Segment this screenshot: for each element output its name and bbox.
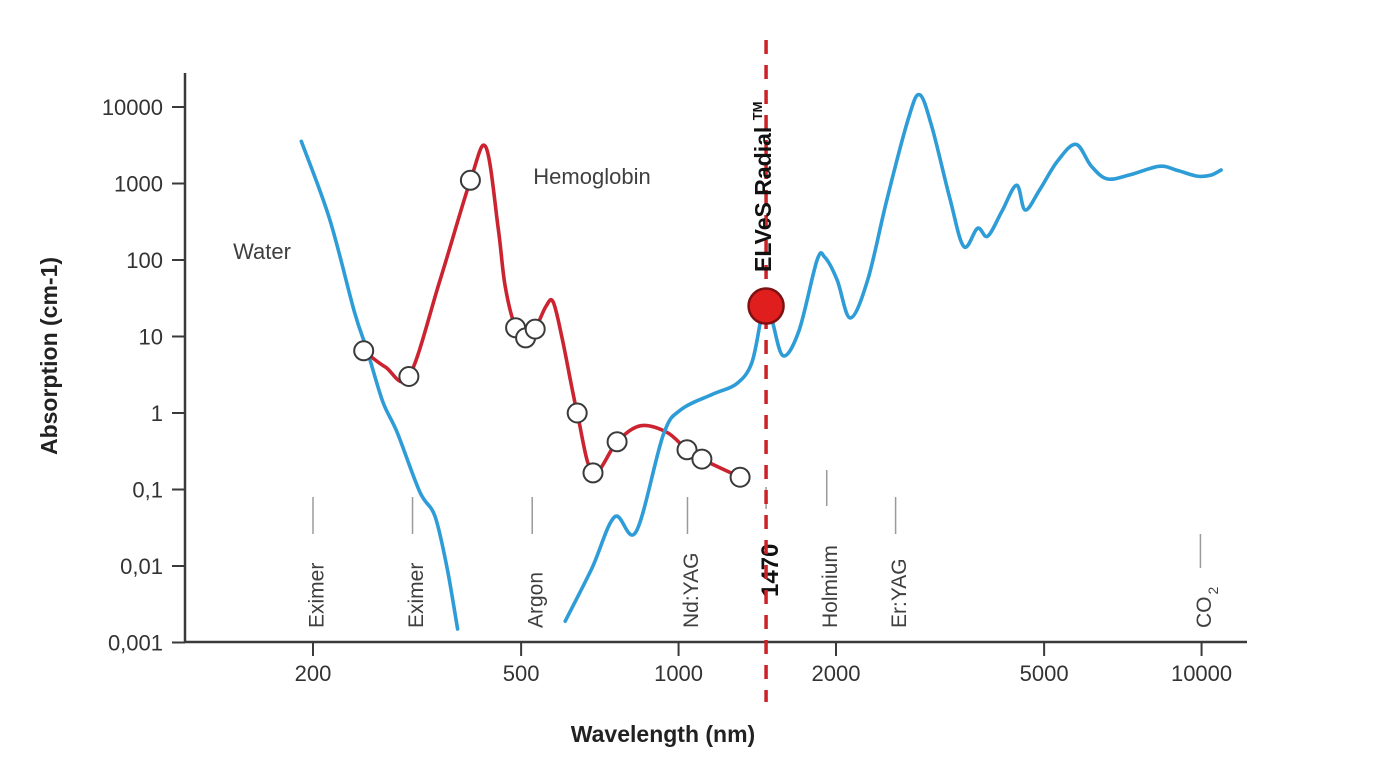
laser-label-text: Er:YAG	[888, 558, 911, 628]
laser-label-text: Nd:YAG	[680, 553, 703, 628]
water-curve	[299, 139, 460, 631]
x-tick-label: 10000	[1171, 661, 1232, 686]
laser-label-er-yag: Er:YAG	[888, 558, 911, 628]
hemoglobin-marker	[606, 431, 628, 453]
hemoglobin-marker	[524, 318, 546, 340]
laser-label-nd-yag: Nd:YAG	[680, 553, 703, 628]
y-tick-label: 0,001	[108, 631, 163, 656]
y-axis-title: Absorption (cm-1)	[36, 257, 62, 455]
laser-label-text: Holmium	[819, 545, 842, 628]
y-tick-label: 0,1	[132, 478, 163, 503]
elves-radial-label: ELVeS Radial TM	[750, 102, 776, 272]
y-tick-label: 10000	[102, 95, 163, 120]
elves-radial-tm-superscript: TM	[750, 102, 765, 121]
hemoglobin-marker	[459, 169, 481, 191]
hemoglobin-series-label: Hemoglobin	[533, 164, 650, 189]
y-tick-label: 1000	[114, 172, 163, 197]
x-tick-label: 5000	[1020, 661, 1069, 686]
hemoglobin-marker	[566, 402, 588, 424]
x-axis-title: Wavelength (nm)	[571, 721, 755, 747]
laser-label-text: CO	[1193, 597, 1216, 629]
y-tick-label: 10	[139, 325, 163, 350]
y-tick-label: 0,01	[120, 554, 163, 579]
hemoglobin-curve	[361, 143, 742, 479]
elves-wavelength-dot	[747, 287, 785, 325]
x-tick-label: 200	[295, 661, 332, 686]
laser-label-text: Eximer	[306, 563, 329, 628]
laser-label-text: Argon	[525, 572, 548, 628]
laser-label-holmium: Holmium	[819, 545, 842, 628]
laser-label-argon: Argon	[525, 572, 548, 628]
laser-annotations-layer: Eximer Eximer Argon Nd:YAG 1470 Holmium Er:YAG…	[306, 470, 1221, 628]
laser-label-eximer: Eximer	[306, 563, 329, 628]
hemoglobin-marker	[676, 439, 698, 461]
x-tick-label: 1000	[654, 661, 703, 686]
water-curve	[563, 92, 1223, 623]
laser-label-text: 1470	[757, 544, 784, 597]
water-series-label: Water	[233, 239, 291, 264]
y-tick-label: 100	[126, 248, 163, 273]
hemoglobin-marker	[691, 448, 713, 470]
laser-label-1470: 1470	[757, 544, 784, 597]
elves-dot-layer	[747, 287, 785, 325]
x-tick-label: 500	[503, 661, 540, 686]
hemoglobin-marker	[729, 466, 751, 488]
laser-label-eximer: Eximer	[405, 563, 428, 628]
hemoglobin-marker	[398, 366, 420, 387]
x-tick-label: 2000	[812, 661, 861, 686]
axes-layer: 10000 1000 100 10 1 0,1 0,01 0,001 200 500 1000 200…	[102, 73, 1247, 686]
hemoglobin-marker	[353, 340, 375, 362]
hemoglobin-marker	[582, 462, 604, 484]
laser-label-text: Eximer	[405, 563, 428, 628]
laser-label-subscript: 2	[1205, 587, 1221, 595]
laser-label-co: CO 2	[1193, 587, 1221, 629]
hemoglobin-markers-layer	[353, 169, 751, 488]
elves-radial-label-text: ELVeS Radial	[750, 127, 776, 272]
y-tick-label: 1	[151, 401, 163, 426]
